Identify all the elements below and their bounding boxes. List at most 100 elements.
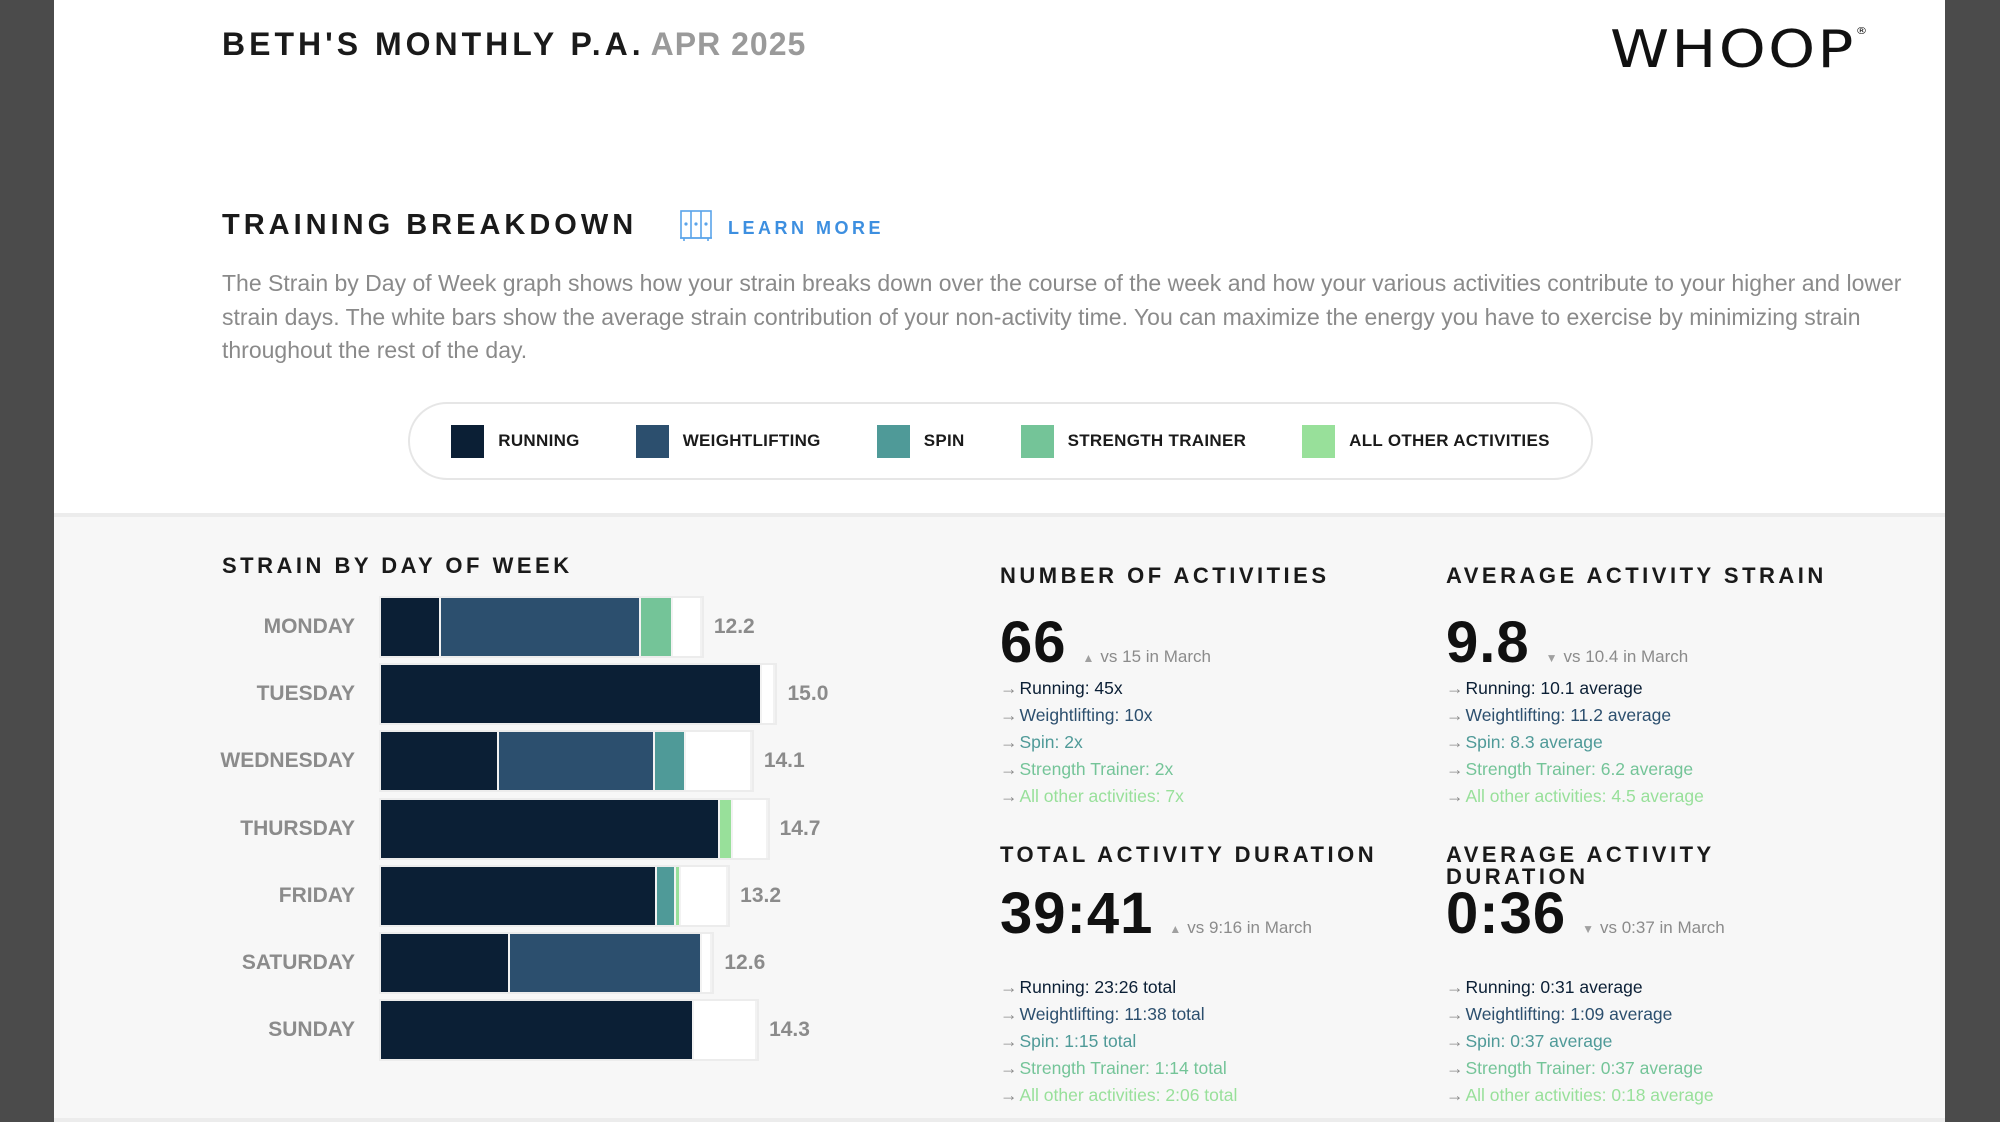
trend-down-icon: ▼ [1545,651,1558,665]
bar-segment-strength-trainer [641,598,673,656]
report-page: BETH'S MONTHLY P.A. APR 2025 WHOOP® TRAIN… [54,0,1945,1122]
trend-up-icon: ▲ [1169,922,1182,936]
stat-breakdown-item: → Weightlifting: 1:09 average [1446,1001,1866,1028]
strain-bar [379,730,754,793]
strain-bar [379,932,715,994]
stat-breakdown-item: → Weightlifting: 11:38 total [1000,1001,1420,1028]
learn-more-link[interactable]: LEARN MORE [680,210,884,247]
stat-title: AVERAGE ACTIVITY STRAIN [1446,563,1827,588]
comparison-text: vs 10.4 in March [1563,647,1689,666]
arrow-right-icon: → [1446,1085,1464,1105]
stat-value: 39:41 [1000,881,1154,946]
legend-swatch [1020,424,1054,458]
legend-label: ALL OTHER ACTIVITIES [1349,431,1550,450]
legend-label: RUNNING [498,431,580,450]
breakdown-text: Weightlifting: 1:09 average [1465,1004,1673,1024]
bar-segment-non-activity [701,934,713,992]
stat-comparison: ▲ vs 15 in March [1083,647,1211,667]
bar-segment-running [381,866,658,925]
stat-title: NUMBER OF ACTIVITIES [1000,563,1330,588]
stat-breakdown-item: → All other activities: 2:06 total [1000,1082,1420,1109]
arrow-right-icon: → [1000,705,1018,725]
legend-item: ALL OTHER ACTIVITIES [1302,424,1550,458]
breakdown-text: All other activities: 7x [1019,786,1184,806]
page-title: BETH'S MONTHLY P.A. APR 2025 [222,26,806,63]
stat-comparison: ▲ vs 9:16 in March [1169,918,1312,938]
title-text: BETH'S MONTHLY P.A. [222,26,645,62]
bar-segment-weightlifting [499,732,655,791]
stats-section: STRAIN BY DAY OF WEEK MONDAY 12.2 TUESDAY 1… [54,513,1945,1122]
stat-breakdown-item: → Running: 10.1 average [1446,675,1866,702]
stat-block: AVERAGE ACTIVITY DURATION 0:36 ▼ vs 0:37 in… [1446,844,1866,1109]
stat-title: TOTAL ACTIVITY DURATION [1000,842,1378,867]
arrow-right-icon: → [1000,1085,1018,1105]
legend-item: SPIN [876,424,965,458]
stat-breakdown-item: → Weightlifting: 10x [1000,702,1420,729]
breakdown-text: Strength Trainer: 0:37 average [1465,1058,1703,1078]
bar-segment-all-other-activities [675,866,681,925]
stat-breakdown-item: → Spin: 0:37 average [1446,1028,1866,1055]
breakdown-text: Running: 23:26 total [1019,977,1177,997]
stat-comparison: ▼ vs 10.4 in March [1546,647,1689,667]
strain-bar [379,864,731,927]
stat-breakdown-item: → Spin: 2x [1000,729,1420,756]
breakdown-text: Weightlifting: 10x [1019,705,1153,725]
bar-segment-non-activity [672,598,702,656]
learn-more-label: LEARN MORE [728,218,884,238]
stat-breakdown-item: → All other activities: 4.5 average [1446,783,1866,810]
strain-total-label: 12.6 [724,951,766,974]
legend-item: RUNNING [451,424,580,458]
stat-breakdown-item: → Running: 45x [1000,675,1420,702]
comparison-text: vs 15 in March [1100,647,1211,666]
stat-title: AVERAGE ACTIVITY DURATION [1446,842,1715,889]
bar-segment-weightlifting [441,598,642,656]
day-label: FRIDAY [278,883,355,907]
stat-value: 0:36 [1446,881,1567,946]
arrow-right-icon: → [1446,977,1464,997]
strain-total-label: 14.7 [779,816,821,840]
arrow-right-icon: → [1000,678,1018,698]
day-label: SATURDAY [241,951,355,974]
breakdown-text: Running: 10.1 average [1465,678,1643,698]
arrow-right-icon: → [1000,1031,1018,1051]
breakdown-text: Spin: 2x [1019,732,1083,752]
arrow-right-icon: → [1000,1004,1018,1024]
breakdown-text: Running: 45x [1019,678,1123,698]
breakdown-text: Weightlifting: 11.2 average [1465,705,1672,725]
bar-segment-running [381,665,763,724]
whoop-logo: WHOOP® [1610,20,1870,80]
bar-segment-spin [654,732,687,791]
strain-total-label: 15.0 [787,682,829,706]
arrow-right-icon: → [1000,759,1018,779]
legend-swatch [451,424,485,458]
stat-block: AVERAGE ACTIVITY STRAIN 9.8 ▼ vs 10.4 in Ma… [1446,565,1866,810]
arrow-right-icon: → [1000,977,1018,997]
legend-label: SPIN [923,431,965,450]
breakdown-text: Spin: 8.3 average [1465,732,1603,752]
legend-label: WEIGHTLIFTING [682,431,821,450]
arrow-right-icon: → [1000,732,1018,752]
strain-bar [379,999,760,1062]
bar-segment-running [381,732,500,791]
bar-segment-non-activity [686,732,752,791]
strain-total-label: 13.2 [740,883,782,907]
stat-value-row: 66 ▲ vs 15 in March [1000,609,1420,675]
bar-segment-running [381,799,721,858]
stat-value: 66 [1000,610,1067,675]
stat-breakdown-item: → Strength Trainer: 2x [1000,756,1420,783]
breakdown-text: All other activities: 4.5 average [1465,786,1704,806]
bar-segment-non-activity [693,1001,758,1060]
chart-title: STRAIN BY DAY OF WEEK [222,553,573,578]
legend-label: STRENGTH TRAINER [1067,431,1247,450]
stat-comparison: ▼ vs 0:37 in March [1582,918,1725,938]
bar-segment-all-other-activities [720,799,734,858]
stat-breakdown-item: → Strength Trainer: 0:37 average [1446,1055,1866,1082]
stat-breakdown-item: → Running: 23:26 total [1000,974,1420,1001]
stat-value-row: 39:41 ▲ vs 9:16 in March [1000,880,1420,964]
bar-segment-running [381,598,442,656]
legend-swatch [1302,424,1336,458]
breakdown-text: Spin: 0:37 average [1465,1031,1613,1051]
registered-mark: ® [1855,26,1870,37]
arrow-right-icon: → [1446,1058,1464,1078]
stat-breakdown-item: → Strength Trainer: 1:14 total [1000,1055,1420,1082]
